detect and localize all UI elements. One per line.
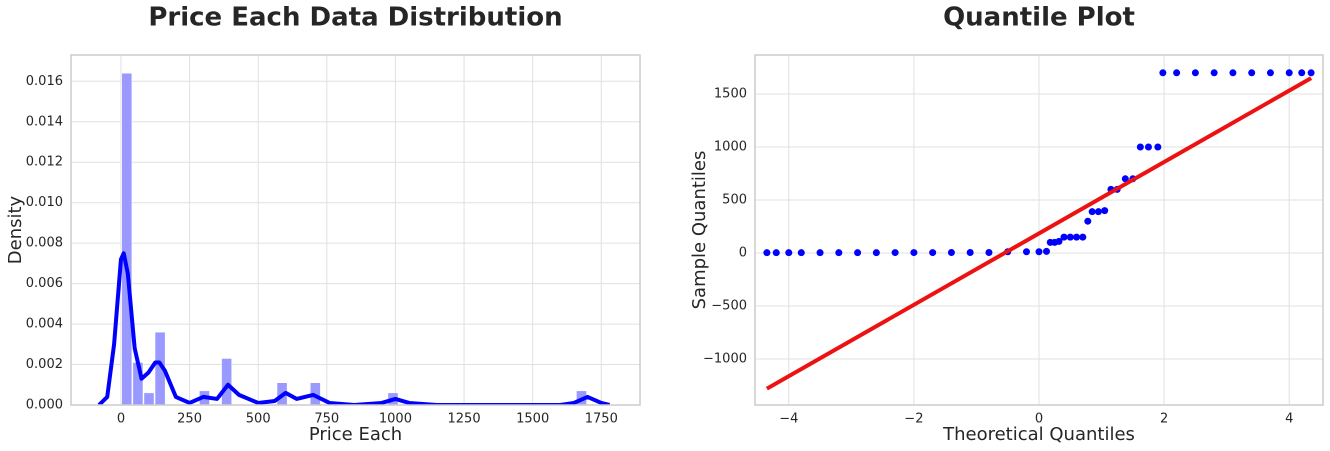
y-tick-label: 0.002 bbox=[26, 357, 63, 372]
x-tick-label: 0 bbox=[117, 412, 125, 427]
y-axis-label: Density bbox=[5, 195, 26, 264]
y-tick-label: 1000 bbox=[714, 140, 747, 155]
y-tick-label: 0.006 bbox=[26, 276, 63, 291]
bar bbox=[143, 392, 155, 405]
point bbox=[797, 249, 805, 257]
point bbox=[1266, 69, 1274, 77]
x-tick-label: −4 bbox=[779, 412, 798, 427]
point bbox=[1094, 208, 1102, 216]
point bbox=[1079, 233, 1087, 241]
point bbox=[966, 248, 974, 256]
point bbox=[910, 249, 918, 257]
y-tick-label: 0.008 bbox=[26, 236, 63, 251]
point bbox=[785, 249, 793, 257]
point bbox=[1043, 247, 1051, 255]
bar bbox=[121, 72, 133, 405]
y-tick-label: 0.014 bbox=[26, 114, 63, 129]
point bbox=[1066, 233, 1074, 241]
point bbox=[1060, 233, 1068, 241]
point bbox=[1229, 69, 1237, 77]
point bbox=[854, 249, 862, 257]
x-tick-label: 1250 bbox=[448, 412, 481, 427]
y-axis-label: Sample Quantiles bbox=[689, 151, 710, 310]
y-tick-label: 0 bbox=[739, 246, 747, 261]
bar bbox=[221, 358, 232, 405]
kde-line bbox=[97, 251, 611, 405]
point bbox=[816, 249, 824, 257]
point bbox=[1210, 69, 1218, 77]
x-tick-label: 500 bbox=[246, 412, 271, 427]
x-axis-label: Price Each bbox=[309, 424, 402, 445]
x-tick-label: 2 bbox=[1160, 412, 1168, 427]
point bbox=[1285, 69, 1293, 77]
point bbox=[947, 248, 955, 256]
point bbox=[1073, 233, 1081, 241]
point bbox=[1022, 248, 1030, 256]
y-tick-label: 0.010 bbox=[26, 195, 63, 210]
x-tick-label: −2 bbox=[904, 412, 923, 427]
point bbox=[772, 249, 780, 257]
point bbox=[1101, 207, 1109, 215]
point bbox=[835, 249, 843, 257]
plot-area bbox=[97, 72, 611, 405]
y-tick-label: 0.004 bbox=[26, 317, 63, 332]
point bbox=[1173, 69, 1181, 77]
point bbox=[891, 249, 899, 257]
point bbox=[985, 248, 993, 256]
point bbox=[929, 249, 937, 257]
point bbox=[1298, 69, 1306, 77]
x-tick-label: 0 bbox=[1035, 412, 1043, 427]
x-tick-label: 1750 bbox=[585, 412, 618, 427]
point bbox=[1248, 69, 1256, 77]
y-tick-label: 0.012 bbox=[26, 155, 63, 170]
point bbox=[1035, 248, 1043, 256]
point bbox=[1136, 143, 1144, 151]
y-tick-label: 500 bbox=[722, 193, 747, 208]
x-tick-label: 1500 bbox=[516, 412, 549, 427]
y-tick-label: 0.000 bbox=[26, 398, 63, 413]
point bbox=[1159, 69, 1167, 77]
point bbox=[872, 249, 880, 257]
chart-title: Quantile Plot bbox=[943, 3, 1135, 33]
point bbox=[1121, 175, 1129, 183]
chart-title: Price Each Data Distribution bbox=[148, 3, 562, 33]
x-axis-label: Theoretical Quantiles bbox=[942, 424, 1135, 445]
x-tick-label: 1000 bbox=[379, 412, 412, 427]
point bbox=[1144, 143, 1152, 151]
x-tick-label: 4 bbox=[1285, 412, 1293, 427]
y-tick-label: 1500 bbox=[714, 87, 747, 102]
point bbox=[1191, 69, 1199, 77]
axes-frame bbox=[754, 54, 1324, 406]
point bbox=[1055, 237, 1063, 245]
point bbox=[1154, 143, 1162, 151]
y-tick-label: −500 bbox=[711, 298, 747, 313]
y-tick-label: 0.016 bbox=[26, 74, 63, 89]
axes-frame bbox=[70, 54, 641, 406]
x-tick-label: 750 bbox=[314, 412, 339, 427]
y-tick-label: −1000 bbox=[703, 351, 747, 366]
point bbox=[1307, 69, 1315, 77]
fit-line bbox=[765, 76, 1313, 391]
point bbox=[1088, 208, 1096, 216]
point bbox=[1084, 217, 1092, 225]
point bbox=[763, 249, 771, 257]
x-tick-label: 250 bbox=[177, 412, 202, 427]
plot-area bbox=[763, 69, 1315, 391]
